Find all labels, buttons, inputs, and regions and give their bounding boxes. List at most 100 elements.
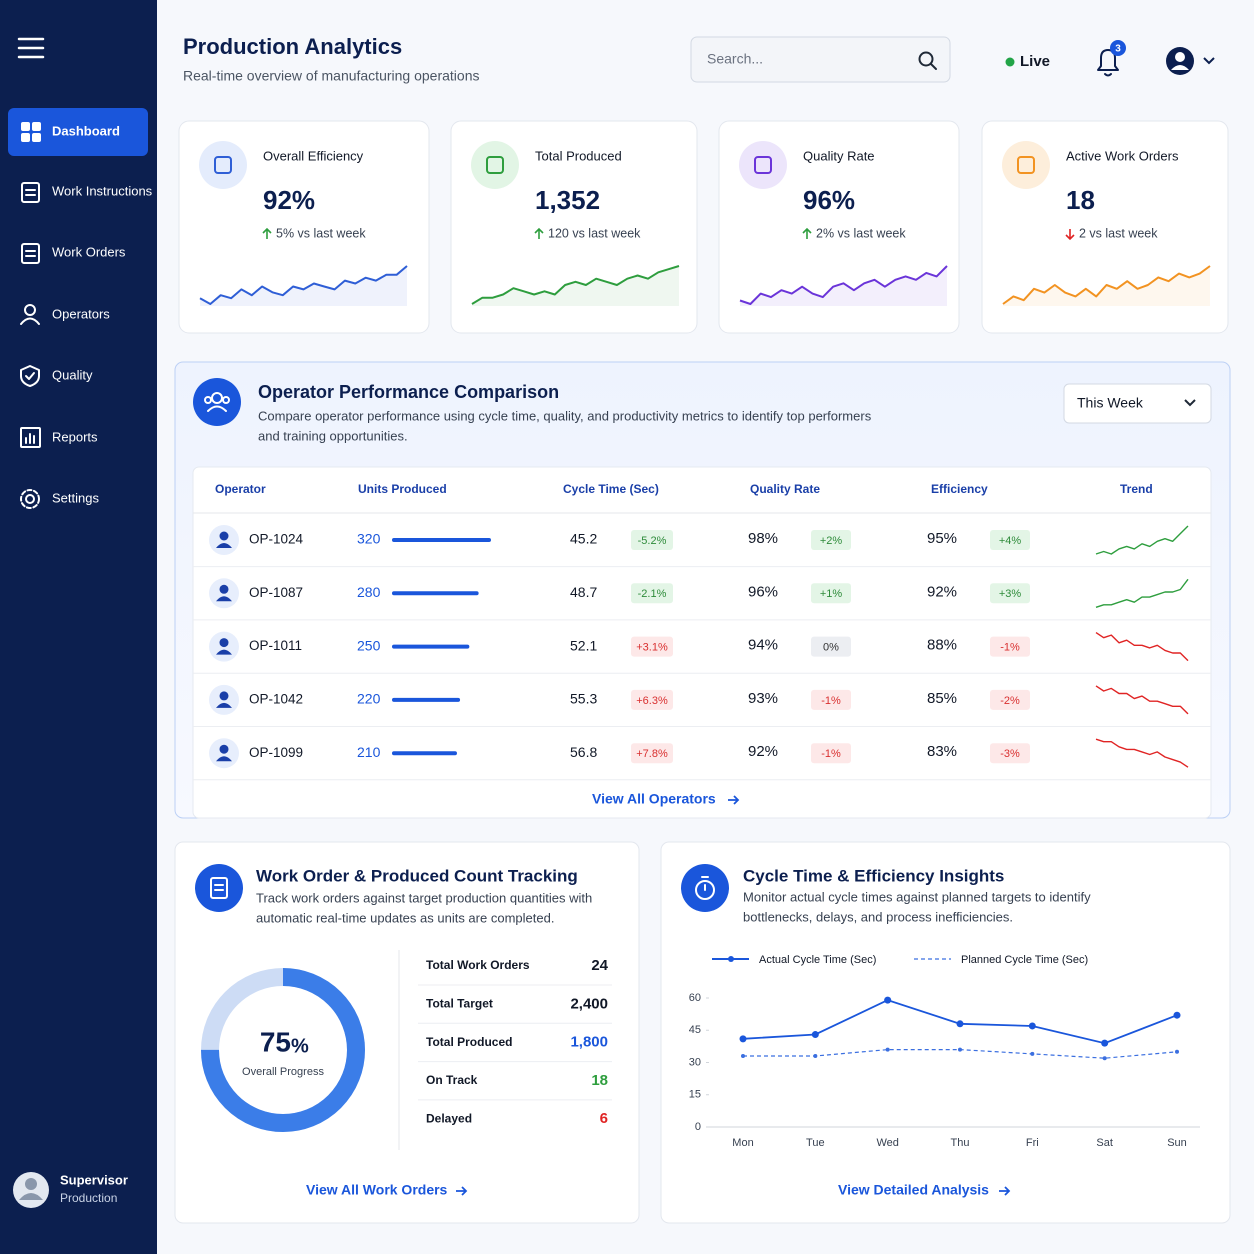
change-badge	[811, 583, 851, 604]
summary-value: 24	[591, 957, 608, 974]
link-arrow[interactable]	[728, 795, 740, 805]
kpi-label: Overall Efficiency	[263, 148, 364, 163]
link-arrow[interactable]	[999, 1186, 1011, 1196]
units-bar	[392, 538, 491, 542]
kpi-arrow	[262, 227, 272, 239]
change-value: 0%	[823, 642, 839, 654]
link-arrow[interactable]	[456, 1186, 468, 1196]
kpi-arrow	[1065, 229, 1075, 241]
operator-avatar-head	[219, 691, 229, 701]
change-badge	[631, 530, 673, 550]
kpi-icon-glyph	[486, 156, 504, 174]
nav-item[interactable]: Settings	[52, 490, 99, 505]
view-all-link[interactable]: View Detailed Analysis	[838, 1182, 989, 1198]
cycle-value: 48.7	[570, 584, 597, 600]
panel-description: Monitor actual cycle times against plann…	[743, 889, 1091, 904]
panel-description: Compare operator performance using cycle…	[258, 408, 872, 423]
change-badge	[811, 636, 851, 657]
kpi-value: 18	[1066, 185, 1095, 215]
column-header: Efficiency	[931, 482, 988, 496]
bell-icon[interactable]	[1097, 49, 1119, 77]
kpi-icon-glyph	[1017, 156, 1035, 174]
sidebar	[0, 0, 157, 1254]
operator-id: OP-1087	[249, 585, 303, 600]
summary-value: 1,800	[570, 1034, 608, 1051]
units-value: 210	[357, 744, 381, 760]
summary-value: 6	[600, 1110, 608, 1127]
x-tick-label: Mon	[732, 1137, 753, 1149]
summary-value: 2,400	[570, 995, 608, 1012]
x-tick-label: Sun	[1167, 1137, 1187, 1149]
kpi-sparkline	[199, 265, 408, 305]
change-badge	[990, 689, 1030, 710]
view-all-link[interactable]: View All Work Orders	[306, 1182, 448, 1198]
change-value: +7.8%	[636, 748, 668, 760]
change-value: +1%	[820, 588, 843, 600]
panel-description: Track work orders against target product…	[256, 890, 592, 905]
units-value: 250	[357, 637, 381, 653]
nav-item[interactable]: Quality	[52, 367, 93, 382]
change-value: -5.2%	[638, 535, 667, 547]
search-box[interactable]	[690, 36, 951, 83]
panel-description: and training opportunities.	[258, 428, 408, 443]
panel-title: Work Order & Produced Count Tracking	[256, 866, 578, 885]
quality-value: 98%	[748, 530, 778, 547]
nav-item[interactable]: Work Orders	[52, 244, 126, 259]
operator-avatar-head	[219, 531, 229, 541]
search-icon[interactable]	[918, 51, 937, 70]
view-all-link[interactable]: View All Operators	[592, 791, 716, 807]
kpi-sparkline	[1002, 265, 1211, 305]
nav-item[interactable]: Operators	[52, 306, 110, 321]
y-tick-label: 45	[689, 1024, 701, 1036]
change-badge	[811, 530, 851, 550]
change-badge	[990, 743, 1030, 764]
trend-sparkline	[1095, 738, 1189, 768]
kpi-delta: 2% vs last week	[816, 226, 906, 240]
kpi-sparkline	[739, 265, 948, 305]
series-point	[956, 1020, 964, 1028]
operator-table	[192, 466, 1212, 819]
operator-id: OP-1011	[249, 638, 302, 653]
column-header: Operator	[215, 482, 266, 496]
kpi-label: Quality Rate	[803, 148, 875, 163]
change-badge	[631, 743, 673, 764]
trend-sparkline	[1095, 685, 1189, 715]
live-dot	[1005, 57, 1015, 67]
period-dropdown[interactable]	[1063, 383, 1212, 424]
nav-item[interactable]: Reports	[52, 429, 98, 444]
panel-icon	[195, 864, 243, 912]
change-value: +3%	[999, 588, 1022, 600]
cycle-value: 56.8	[570, 744, 597, 760]
profile-caret[interactable]	[1203, 57, 1215, 65]
trend-sparkline	[1095, 632, 1189, 662]
units-value: 280	[357, 584, 381, 600]
legend-label: Planned Cycle Time (Sec)	[961, 954, 1088, 966]
units-bar	[392, 751, 457, 756]
kpi-icon	[199, 141, 247, 189]
kpi-label: Total Produced	[535, 148, 622, 163]
nav-item[interactable]: Dashboard	[52, 123, 120, 138]
kpi-arrow	[802, 227, 812, 239]
operator-id: OP-1024	[249, 532, 304, 547]
summary-value: 18	[591, 1072, 608, 1089]
cycle-value: 55.3	[570, 691, 597, 707]
kpi-value: 1,352	[535, 185, 600, 215]
kpi-icon	[1002, 141, 1050, 189]
operator-avatar-body	[216, 649, 232, 655]
period-value[interactable]: This Week	[1077, 395, 1144, 411]
search-placeholder: Search...	[707, 51, 763, 67]
units-bar	[392, 644, 470, 649]
x-tick-label: Tue	[806, 1137, 825, 1149]
change-value: +2%	[820, 535, 843, 547]
cycle-panel	[660, 841, 1231, 1224]
user-name: Supervisor	[60, 1172, 128, 1187]
kpi-arrow	[534, 227, 544, 239]
user-role: Production	[60, 1191, 117, 1205]
nav-item[interactable]: Work Instructions	[52, 183, 153, 198]
trend-sparkline	[1095, 578, 1189, 608]
menu-button[interactable]	[17, 37, 45, 59]
series-point	[885, 1047, 890, 1052]
change-badge	[990, 530, 1030, 550]
kpi-sparkline-area	[472, 266, 679, 306]
